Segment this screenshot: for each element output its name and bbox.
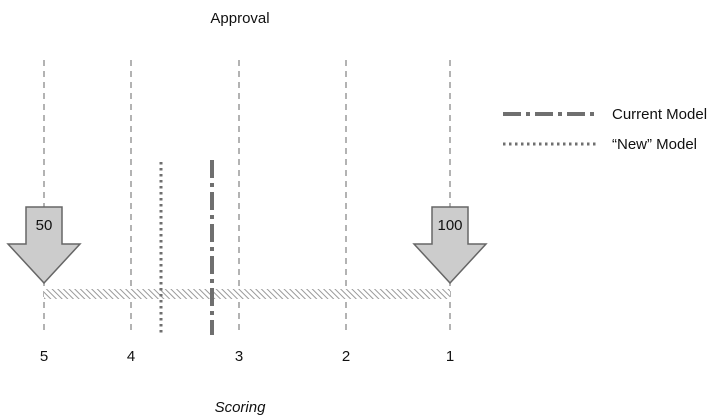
- legend: Current Model “New” Model: [503, 106, 707, 153]
- legend-label-new: “New” Model: [612, 136, 697, 153]
- approval-label: Approval: [210, 10, 269, 27]
- tick-label-2: 2: [342, 348, 350, 365]
- tick-label-5: 5: [40, 348, 48, 365]
- tick-label-4: 4: [127, 348, 135, 365]
- arrow-100-label: 100: [437, 217, 462, 234]
- legend-label-current: Current Model: [612, 106, 707, 123]
- arrow-50-label: 50: [36, 217, 53, 234]
- scoring-band: [44, 289, 450, 299]
- tick-label-1: 1: [446, 348, 454, 365]
- arrow-50: 50: [6, 206, 82, 285]
- guide-lines: [43, 60, 451, 335]
- arrow-100: 100: [412, 206, 488, 285]
- scoring-label: Scoring: [215, 399, 267, 416]
- tick-label-3: 3: [235, 348, 243, 365]
- scale-ticks: 5 4 3 2 1: [40, 348, 454, 365]
